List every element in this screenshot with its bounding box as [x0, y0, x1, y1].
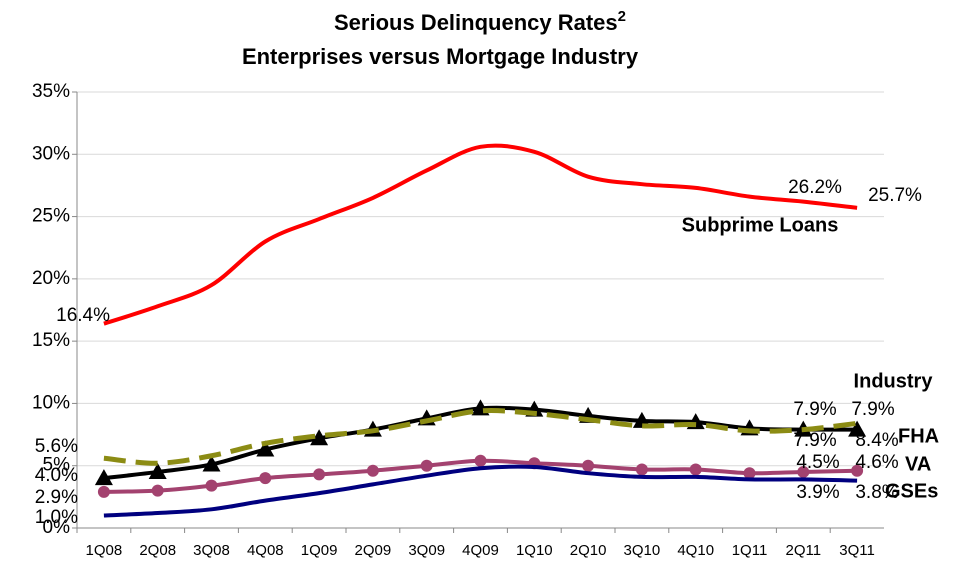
- marker: [474, 454, 487, 467]
- value-label: 3.9%: [796, 482, 839, 503]
- x-tick-label: 4Q09: [462, 542, 499, 559]
- value-label: 25.7%: [868, 185, 922, 206]
- series-name: FHA: [898, 425, 939, 447]
- marker: [689, 463, 702, 476]
- marker: [582, 459, 595, 472]
- marker: [148, 462, 167, 479]
- marker: [848, 420, 867, 437]
- value-label: 7.9%: [793, 430, 836, 451]
- series-name: VA: [905, 453, 931, 475]
- x-tick-label: 2Q08: [139, 542, 176, 559]
- marker: [259, 472, 272, 485]
- chart-subtitle: Enterprises versus Mortgage Industry: [242, 44, 639, 69]
- value-label: 3.8%: [855, 482, 898, 503]
- x-tick-label: 4Q10: [677, 542, 714, 559]
- series-name: GSEs: [885, 480, 938, 502]
- title-note: 2: [618, 8, 626, 25]
- value-label: 7.9%: [851, 399, 894, 420]
- x-tick-label: 2Q10: [570, 542, 607, 559]
- marker: [635, 463, 648, 476]
- series-line: [103, 143, 858, 326]
- x-tick-label: 3Q09: [408, 542, 445, 559]
- x-tick-label: 1Q11: [732, 542, 768, 559]
- value-label: 4.0%: [35, 465, 78, 486]
- y-tick-label: 5%: [43, 455, 71, 476]
- marker: [851, 464, 864, 477]
- series-name: Industry: [854, 370, 934, 392]
- marker: [313, 468, 326, 481]
- x-tick-label: 4Q08: [247, 542, 284, 559]
- value-label: 26.2%: [788, 177, 842, 198]
- marker: [797, 465, 810, 478]
- y-tick-label: 25%: [32, 206, 70, 227]
- value-label: 4.6%: [855, 452, 898, 473]
- chart-title-line: Serious Delinquency Rates2: [334, 8, 626, 35]
- y-tick-label: 20%: [32, 268, 70, 289]
- series-line: [103, 464, 858, 518]
- marker: [202, 455, 221, 472]
- x-tick-label: 1Q08: [86, 542, 123, 559]
- value-label: 2.9%: [35, 487, 78, 508]
- x-tick-label: 3Q10: [624, 542, 661, 559]
- y-tick-label: 10%: [32, 392, 70, 413]
- x-tick-label: 2Q09: [355, 542, 392, 559]
- y-tick-label: 30%: [32, 143, 70, 164]
- chart-title: Serious Delinquency Rates: [334, 10, 618, 35]
- x-tick-label: 1Q09: [301, 542, 338, 559]
- value-label: 1.0%: [35, 507, 78, 528]
- marker: [97, 485, 110, 498]
- y-tick-label: 15%: [32, 330, 70, 351]
- marker: [256, 440, 275, 457]
- x-tick-label: 1Q10: [516, 542, 553, 559]
- x-tick-label: 3Q11: [839, 542, 875, 559]
- value-label: 16.4%: [56, 305, 110, 326]
- y-tick-label: 0%: [43, 517, 71, 538]
- value-label: 8.4%: [855, 430, 898, 451]
- marker: [743, 467, 756, 480]
- marker: [151, 484, 164, 497]
- y-tick-label: 35%: [32, 81, 70, 102]
- marker: [205, 479, 218, 492]
- marker: [366, 464, 379, 477]
- marker: [420, 459, 433, 472]
- series-name: Subprime Loans: [682, 214, 839, 236]
- marker: [310, 429, 329, 446]
- value-label: 7.9%: [793, 399, 836, 420]
- x-tick-label: 3Q08: [193, 542, 230, 559]
- value-label: 4.5%: [796, 452, 839, 473]
- marker: [94, 469, 113, 486]
- x-tick-label: 2Q11: [786, 542, 822, 559]
- value-label: 5.6%: [35, 436, 78, 457]
